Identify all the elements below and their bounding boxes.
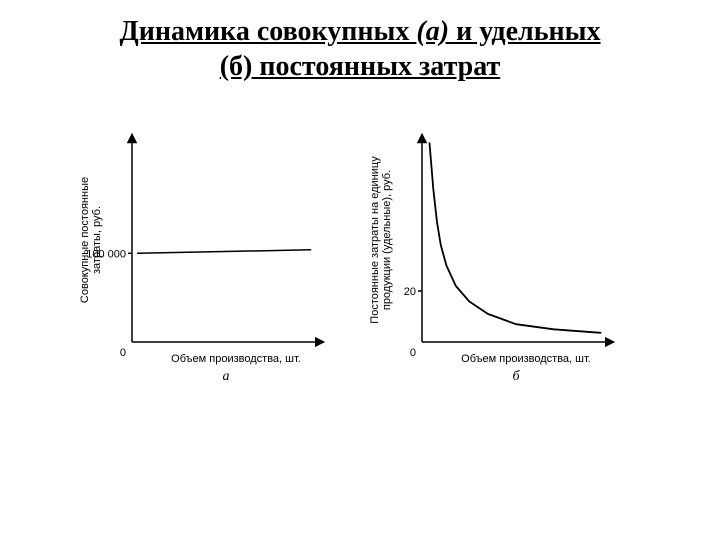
x-axis-label: Объем производства, шт. <box>461 353 591 365</box>
chart-svg: 100 0000Объем производства, шт.аСовокупн… <box>80 130 330 390</box>
page-title: Динамика совокупных (а) и удельных (б) п… <box>0 14 720 84</box>
slide: { "title": { "line1_pre": "Динамика сово… <box>0 0 720 540</box>
charts-row: 100 0000Объем производства, шт.аСовокупн… <box>80 130 640 430</box>
chart-sublabel: а <box>223 369 230 384</box>
y-axis-label: Совокупные постоянныезатраты, руб. <box>80 177 103 303</box>
series-line <box>138 250 311 254</box>
y-tick-label: 20 <box>404 286 416 298</box>
title-line1-pre: Динамика совокупных <box>119 16 416 47</box>
x-axis-label: Объем производства, шт. <box>171 353 301 365</box>
title-line1-italic: (а) <box>416 16 449 47</box>
chart-sublabel: б <box>512 369 520 384</box>
chart-b: 20 0 Объем производства, шт. б Постоянные за… <box>370 130 620 390</box>
origin-label: 0 <box>410 347 416 359</box>
origin-label: 0 <box>120 347 126 359</box>
series-line <box>430 143 601 333</box>
chart-a: 100 0000Объем производства, шт.аСовокупн… <box>80 130 330 390</box>
title-line2: (б) постоянных затрат <box>220 51 501 82</box>
y-axis-label: Постоянные затраты на единицупродукции (… <box>370 156 393 324</box>
title-line1-post: и удельных <box>449 16 600 47</box>
chart-svg: 20 0 Объем производства, шт. б Постоянные за… <box>370 130 620 390</box>
